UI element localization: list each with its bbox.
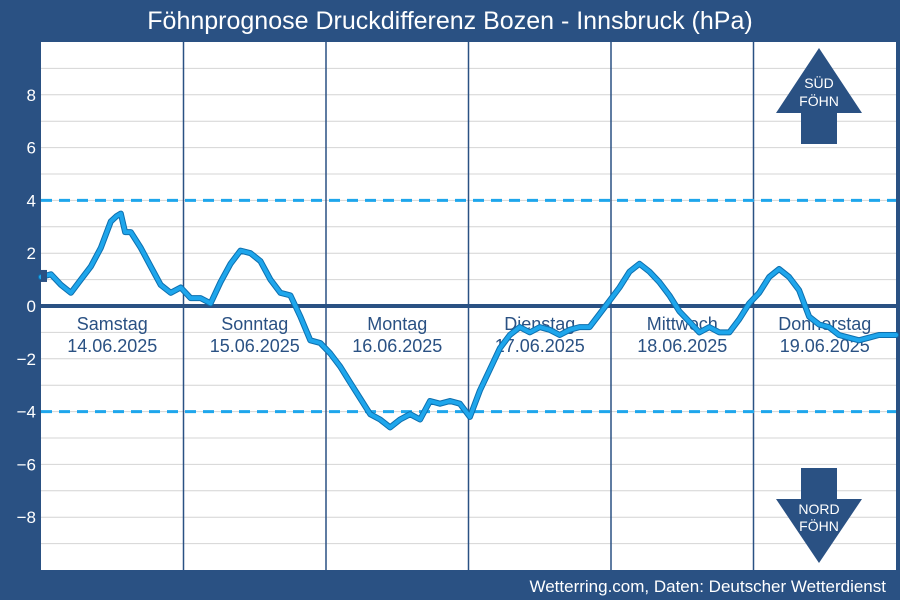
day-name-label: Montag xyxy=(367,314,427,334)
chart-title: Föhnprognose Druckdifferenz Bozen - Inns… xyxy=(147,7,753,35)
y-tick-label: 2 xyxy=(27,244,36,263)
day-date-label: 16.06.2025 xyxy=(352,336,442,356)
y-tick-label: −8 xyxy=(17,508,36,527)
day-date-label: 14.06.2025 xyxy=(67,336,157,356)
y-tick-label: −6 xyxy=(17,455,36,474)
series-start-marker xyxy=(41,269,47,282)
day-name-label: Sonntag xyxy=(221,314,288,334)
nord-foehn-label: FÖHN xyxy=(799,517,839,534)
y-tick-label: 6 xyxy=(27,139,36,158)
y-tick-label: −4 xyxy=(17,403,36,422)
day-date-label: 17.06.2025 xyxy=(495,336,585,356)
y-tick-label: 0 xyxy=(27,297,36,316)
sued-foehn-label: FÖHN xyxy=(799,92,839,109)
source-credit: Wetterring.com, Daten: Deutscher Wetterd… xyxy=(529,577,886,596)
sued-foehn-arrow-icon xyxy=(776,48,862,144)
day-date-label: 15.06.2025 xyxy=(210,336,300,356)
day-date-label: 19.06.2025 xyxy=(780,336,870,356)
day-name-label: Samstag xyxy=(77,314,148,334)
y-tick-label: 8 xyxy=(27,86,36,105)
nord-foehn-label: NORD xyxy=(798,501,839,517)
series-line xyxy=(39,211,898,430)
y-tick-label: 4 xyxy=(27,191,36,210)
nord-foehn-arrow-icon xyxy=(776,468,862,563)
day-date-label: 18.06.2025 xyxy=(637,336,727,356)
sued-foehn-label: SÜD xyxy=(804,74,834,91)
y-tick-label: −2 xyxy=(17,350,36,369)
